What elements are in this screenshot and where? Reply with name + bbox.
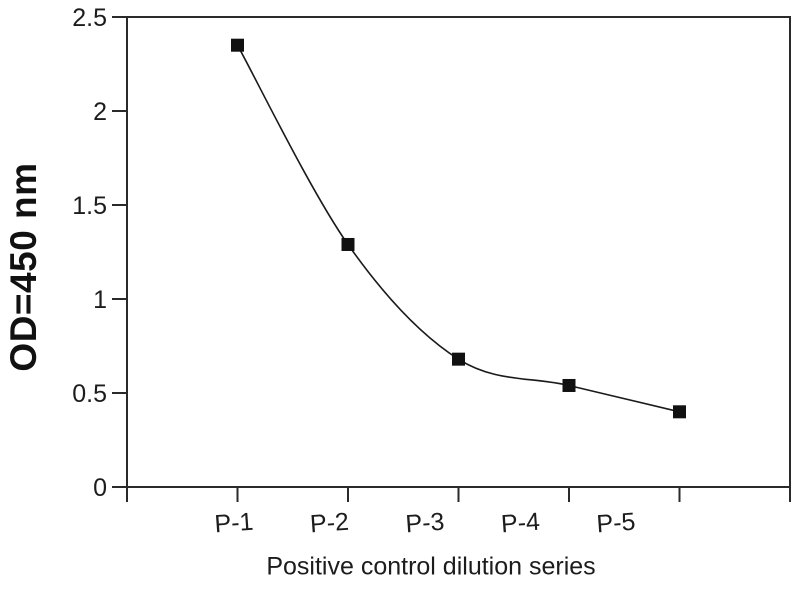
y-tick-label: 0.5	[72, 380, 107, 408]
y-tick-label: 2.5	[72, 4, 107, 32]
y-tick-label: 1	[93, 286, 107, 314]
y-tick-label: 2	[93, 98, 107, 126]
y-tick-label: 1.5	[72, 192, 107, 220]
x-tick-label: P-1	[214, 508, 255, 539]
data-point-marker	[673, 405, 686, 419]
series-line	[236, 44, 680, 413]
data-point-marker	[341, 237, 355, 251]
data-point-marker	[562, 378, 576, 392]
x-tick-label: P-3	[405, 508, 446, 539]
data-point-marker	[452, 352, 465, 366]
y-tick-label: 0	[93, 474, 107, 502]
plot-frame	[126, 16, 791, 488]
x-tick-label: P-4	[500, 508, 541, 539]
y-axis-title: OD=450 nm	[3, 162, 44, 372]
x-tick-label: P-5	[596, 508, 637, 539]
x-tick-label: P-2	[309, 508, 350, 539]
data-point-marker	[231, 38, 244, 52]
x-axis-title: Positive control dilution series	[266, 552, 596, 581]
